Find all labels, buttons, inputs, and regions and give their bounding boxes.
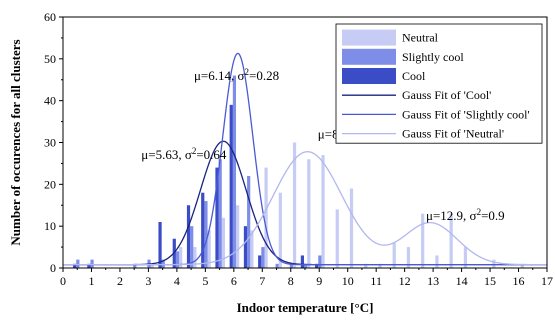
- fit-parameter-label: μ=12.9, σ2=0.9: [426, 207, 505, 223]
- bar-neutral: [349, 188, 354, 268]
- bar-slightly-cool: [218, 159, 222, 268]
- bar-slightly-cool: [204, 201, 208, 268]
- x-tick-label: 5: [202, 274, 208, 288]
- x-tick-label: 10: [342, 274, 354, 288]
- bar-neutral: [292, 142, 297, 268]
- bar-cool: [73, 263, 77, 268]
- x-tick-label: 4: [174, 274, 180, 288]
- bar-neutral: [492, 259, 496, 268]
- x-tick-label: 3: [145, 274, 151, 288]
- bar-neutral: [449, 213, 453, 268]
- y-tick-label: 40: [44, 94, 56, 108]
- bar-slightly-cool: [304, 263, 308, 268]
- bar-neutral: [264, 167, 268, 268]
- bar-neutral: [207, 230, 211, 268]
- x-tick-label: 7: [259, 274, 265, 288]
- bar-cool: [243, 226, 248, 268]
- bar-neutral: [193, 247, 197, 268]
- y-tick-label: 0: [50, 261, 56, 275]
- bar-neutral: [321, 155, 325, 268]
- bar-slightly-cool: [90, 259, 94, 268]
- x-tick-label: 8: [288, 274, 294, 288]
- bar-cool: [201, 192, 205, 268]
- bar-neutral: [435, 255, 439, 268]
- bar-slightly-cool: [133, 263, 137, 268]
- bar-slightly-cool: [318, 255, 322, 268]
- gauss-fits: [63, 52, 547, 266]
- legend-label: Gauss Fit of 'Cool': [402, 88, 491, 102]
- bar-slightly-cool: [261, 247, 265, 268]
- x-tick-label: 9: [316, 274, 322, 288]
- bar-neutral: [392, 242, 396, 268]
- bar-cool: [258, 255, 262, 268]
- bar-cool: [229, 104, 233, 268]
- x-axis-title: Indoor temperature [°C]: [237, 300, 374, 315]
- legend: Neutral Slightly cool Cool Gauss Fit of 'Co…: [335, 23, 543, 144]
- legend-swatch-cool: [342, 68, 396, 84]
- y-tick-label: 60: [44, 10, 56, 24]
- x-tick-label: 2: [117, 274, 123, 288]
- legend-label: Neutral: [402, 31, 439, 45]
- bar-cool: [315, 263, 319, 268]
- x-tick-label: 11: [370, 274, 382, 288]
- bar-cool: [158, 221, 162, 268]
- bar-slightly-cool: [76, 259, 80, 268]
- bar-neutral: [378, 263, 382, 268]
- x-tick-label: 14: [456, 274, 468, 288]
- x-tick-label: 6: [231, 274, 237, 288]
- bar-neutral: [250, 230, 254, 268]
- y-tick-label: 50: [44, 52, 56, 66]
- x-tick-label: 12: [399, 274, 411, 288]
- bar-neutral: [150, 263, 154, 268]
- legend-label: Slightly cool: [402, 50, 464, 64]
- fit-line-neutral: [63, 151, 547, 266]
- legend-swatch-slightly-cool: [342, 48, 396, 65]
- bar-slightly-cool: [175, 251, 180, 268]
- bar-neutral: [520, 263, 524, 268]
- bar-slightly-cool: [161, 259, 165, 268]
- bar-neutral: [463, 247, 467, 268]
- bar-neutral: [221, 217, 225, 268]
- fit-parameter-label: μ=5.63, σ2=0.64: [141, 146, 227, 162]
- bar-cool: [87, 263, 91, 268]
- legend-label: Gauss Fit of 'Slightly cool': [402, 107, 530, 121]
- x-tick-label: 0: [60, 274, 66, 288]
- bar-neutral: [278, 192, 282, 268]
- bar-slightly-cool: [232, 75, 237, 268]
- y-tick-label: 30: [44, 136, 56, 150]
- bar-neutral: [236, 205, 240, 268]
- bar-slightly-cool: [247, 175, 251, 268]
- x-tick-label: 1: [88, 274, 94, 288]
- bar-neutral: [421, 213, 425, 268]
- x-tick-label: 17: [541, 274, 553, 288]
- y-tick-label: 20: [44, 177, 56, 191]
- y-axis-title: Number of occurences for all clusters: [8, 39, 23, 245]
- y-tick-label: 10: [44, 219, 56, 233]
- bar-cool: [215, 167, 219, 268]
- x-tick-label: 13: [427, 274, 439, 288]
- bar-slightly-cool: [190, 226, 194, 268]
- bar-neutral: [406, 247, 411, 268]
- bar-neutral: [307, 159, 311, 268]
- fit-parameter-label: μ=6.14, σ2=0.28: [194, 67, 279, 83]
- bar-cool: [300, 255, 304, 268]
- bar-slightly-cool: [275, 263, 279, 268]
- bar-neutral: [364, 263, 368, 268]
- legend-swatch-neutral: [342, 29, 396, 46]
- bar-neutral: [335, 209, 339, 268]
- bar-slightly-cool: [289, 263, 293, 268]
- x-tick-label: 15: [484, 274, 496, 288]
- legend-label: Cool: [402, 69, 426, 83]
- legend-label: Gauss Fit of 'Neutral': [402, 127, 504, 141]
- bar-neutral: [179, 247, 183, 268]
- x-tick-label: 16: [513, 274, 525, 288]
- bar-cool: [186, 205, 191, 268]
